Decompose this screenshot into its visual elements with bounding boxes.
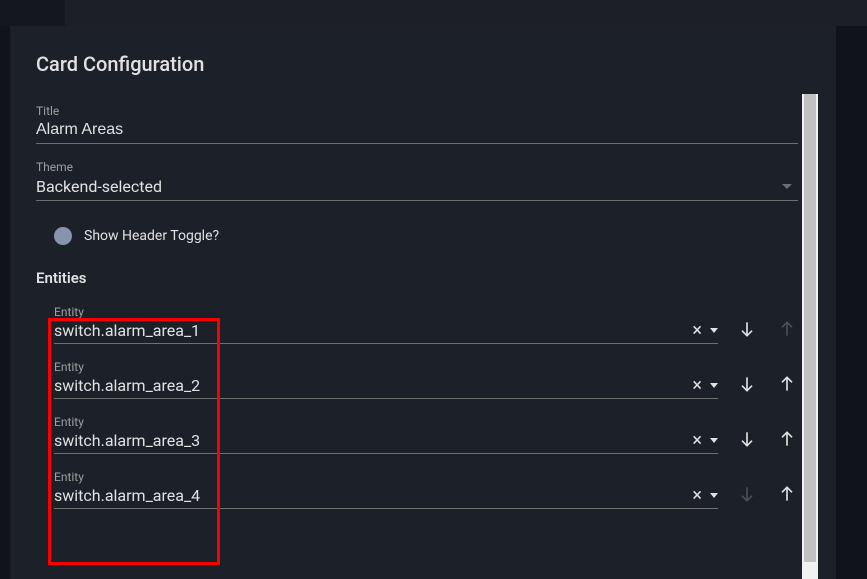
entity-combobox[interactable]: switch.alarm_area_2×: [54, 376, 718, 399]
entity-row: Entity switch.alarm_area_2×: [36, 360, 798, 399]
entity-row: Entity switch.alarm_area_3×: [36, 415, 798, 454]
backdrop-top: [0, 0, 867, 26]
chevron-down-icon[interactable]: [710, 383, 718, 388]
move-up-button[interactable]: [776, 483, 798, 505]
entity-combobox[interactable]: switch.alarm_area_3×: [54, 431, 718, 454]
entity-combobox[interactable]: switch.alarm_area_1×: [54, 321, 718, 344]
entity-field: Entity switch.alarm_area_4×: [54, 470, 718, 509]
entity-controls: ×: [692, 322, 718, 340]
title-input-line: [36, 121, 798, 144]
entity-field-label: Entity: [54, 305, 718, 319]
entity-row: Entity switch.alarm_area_4×: [36, 470, 798, 509]
scroll-content: Title Theme Backend-selected Show Header…: [10, 94, 798, 579]
backdrop-left: [0, 0, 65, 26]
theme-field-label: Theme: [36, 160, 798, 174]
move-down-button: [736, 483, 758, 505]
move-down-button[interactable]: [736, 318, 758, 340]
entity-value: switch.alarm_area_4: [54, 486, 692, 505]
entity-combobox[interactable]: switch.alarm_area_4×: [54, 486, 718, 509]
entity-value: switch.alarm_area_2: [54, 376, 692, 395]
entity-controls: ×: [692, 487, 718, 505]
chevron-down-icon: [782, 184, 792, 189]
entity-value: switch.alarm_area_3: [54, 431, 692, 450]
dialog-title: Card Configuration: [36, 52, 810, 76]
entities-list: Entityswitch.alarm_area_1×Entityswitch.a…: [36, 305, 798, 509]
title-field-label: Title: [36, 104, 798, 118]
theme-select[interactable]: Backend-selected: [36, 177, 798, 201]
clear-icon[interactable]: ×: [692, 487, 702, 505]
chevron-down-icon[interactable]: [710, 493, 718, 498]
theme-field: Theme Backend-selected: [36, 160, 798, 201]
title-input[interactable]: [36, 121, 798, 139]
chevron-down-icon[interactable]: [710, 438, 718, 443]
entity-row: Entity switch.alarm_area_1×: [36, 305, 798, 344]
entity-field: Entity switch.alarm_area_1×: [54, 305, 718, 344]
card-config-dialog: Card Configuration Title Theme Backend-s…: [10, 26, 836, 579]
move-up-button[interactable]: [776, 373, 798, 395]
entity-controls: ×: [692, 432, 718, 450]
radio-icon: [54, 227, 72, 245]
dialog-header: Card Configuration: [10, 26, 836, 84]
entity-field-label: Entity: [54, 360, 718, 374]
entity-field: Entity switch.alarm_area_3×: [54, 415, 718, 454]
show-header-toggle-label: Show Header Toggle?: [84, 228, 219, 244]
theme-value: Backend-selected: [36, 177, 782, 196]
show-header-toggle-row[interactable]: Show Header Toggle?: [36, 217, 798, 263]
move-down-button[interactable]: [736, 373, 758, 395]
entities-heading: Entities: [36, 269, 798, 287]
clear-icon[interactable]: ×: [692, 377, 702, 395]
clear-icon[interactable]: ×: [692, 432, 702, 450]
entity-field-label: Entity: [54, 415, 718, 429]
move-up-button: [776, 318, 798, 340]
clear-icon[interactable]: ×: [692, 322, 702, 340]
scrollbar-track[interactable]: [802, 94, 818, 579]
scroll-area: Title Theme Backend-selected Show Header…: [10, 94, 836, 579]
move-down-button[interactable]: [736, 428, 758, 450]
move-up-button[interactable]: [776, 428, 798, 450]
entity-field: Entity switch.alarm_area_2×: [54, 360, 718, 399]
chevron-down-icon[interactable]: [710, 328, 718, 333]
title-field: Title: [36, 104, 798, 144]
scrollbar-thumb[interactable]: [804, 94, 816, 562]
entity-value: switch.alarm_area_1: [54, 321, 692, 340]
entity-field-label: Entity: [54, 470, 718, 484]
entity-controls: ×: [692, 377, 718, 395]
